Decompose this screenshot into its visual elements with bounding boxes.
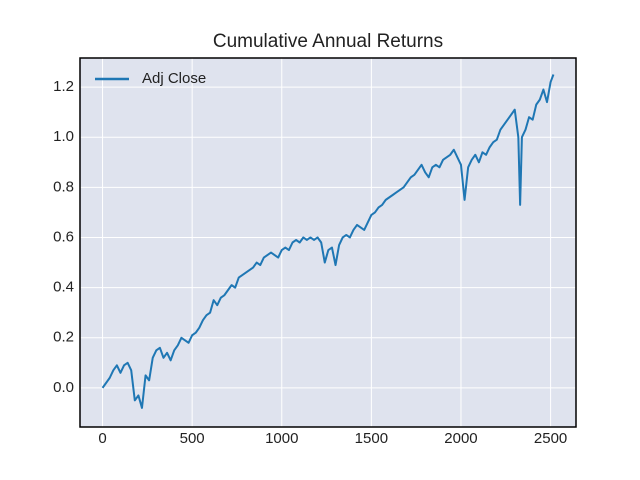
y-tick-label: 0.0 [53, 379, 74, 396]
plot-frame [79, 57, 577, 428]
line-series [101, 74, 555, 409]
x-tick-label: 1500 [355, 430, 388, 447]
y-tick-label: 0.6 [53, 228, 74, 245]
y-tick-label: 0.8 [53, 178, 74, 195]
chart-title: Cumulative Annual Returns [213, 31, 443, 52]
legend-label: Adj Close [142, 70, 206, 87]
x-tick-label: 0 [98, 430, 106, 447]
y-tick-label: 1.0 [53, 128, 74, 145]
y-tick-label: 0.4 [53, 279, 74, 296]
x-tick-label: 2000 [444, 430, 477, 447]
y-tick-label: 0.2 [53, 329, 74, 346]
x-tick-label: 500 [180, 430, 205, 447]
x-tick-label: 2500 [534, 430, 567, 447]
plot-area [80, 58, 576, 427]
y-tick-label: 1.2 [53, 78, 74, 95]
x-tick-label: 1000 [265, 430, 298, 447]
